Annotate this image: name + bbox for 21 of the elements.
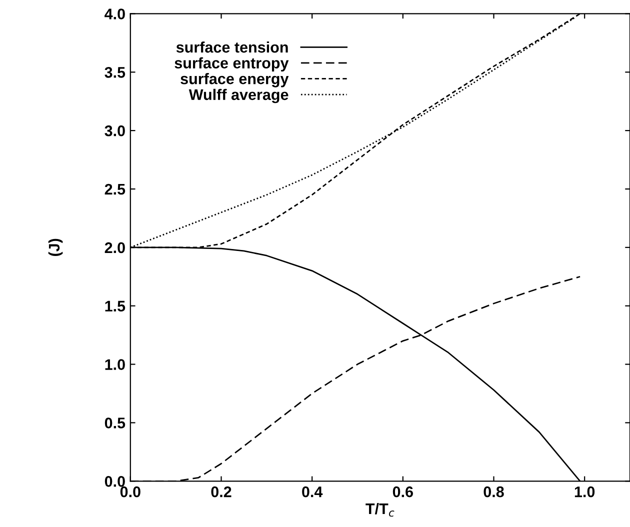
- legend-label: surface entropy: [174, 57, 289, 72]
- y-tick-label: 3.0: [104, 125, 125, 136]
- x-tick-label: 0.2: [211, 486, 232, 498]
- y-tick-label: 0.5: [104, 418, 126, 428]
- y-tick-label: 4.0: [104, 8, 125, 20]
- x-tick-label: 0.4: [302, 486, 323, 498]
- y-axis-title: (J): [48, 238, 63, 256]
- y-tick-label: 3.5: [104, 67, 126, 78]
- x-tick-label: 0.8: [484, 486, 504, 498]
- x-tick-label: 1.0: [574, 486, 595, 498]
- y-tick-label: 0.0: [104, 476, 125, 487]
- y-tick-label: 1.5: [105, 300, 126, 312]
- x-axis-title: T/T$_{c}$: [366, 502, 394, 517]
- legend-label: surface tension: [176, 41, 288, 53]
- y-tick-label: 2.0: [104, 242, 125, 254]
- y-tick-label: 2.5: [104, 184, 126, 195]
- x-tick-label: 0.0: [120, 486, 140, 498]
- legend-label: Wulff average: [188, 88, 288, 104]
- legend-label: surface energy: [180, 73, 289, 88]
- y-tick-label: 1.0: [105, 359, 125, 370]
- x-tick-label: 0.6: [392, 486, 413, 498]
